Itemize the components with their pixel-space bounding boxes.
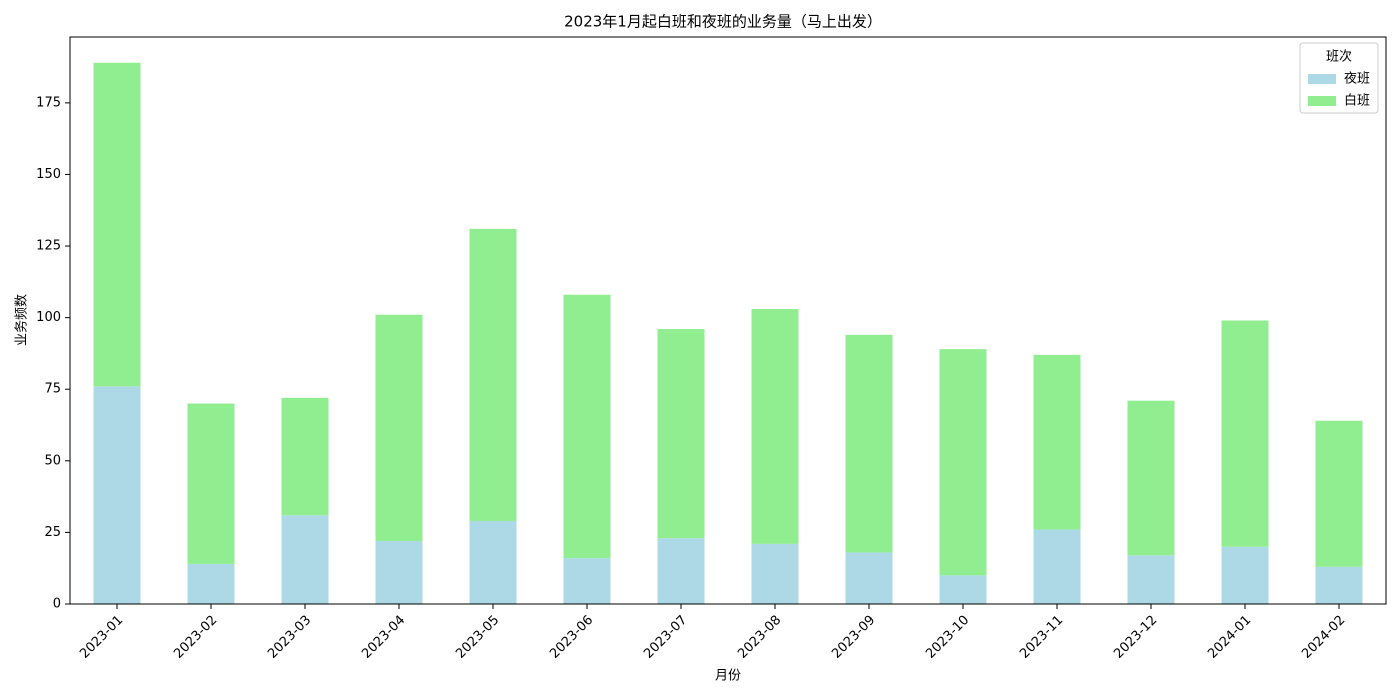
legend-label: 白班 [1344,93,1370,109]
bar-segment [1033,529,1081,604]
bar-segment [281,397,329,516]
bar-segment [751,309,799,544]
y-tick-label: 125 [36,239,61,254]
legend-label: 夜班 [1344,72,1370,87]
y-tick-label: 0 [53,597,61,612]
bar-segment [563,558,611,604]
x-tick-label: 2023-10 [923,613,972,662]
bar-segment [1127,555,1175,604]
bar-segment [1127,400,1175,556]
bar-segment [939,575,987,604]
y-axis-label: 业务频数 [14,294,30,346]
bar-segment [187,563,235,604]
y-tick-label: 175 [36,95,61,110]
x-tick-label: 2023-05 [453,613,502,662]
x-tick-label: 2024-02 [1299,613,1348,662]
bar-segment [1221,320,1269,547]
bar-segment [657,538,705,604]
y-tick-label: 25 [44,525,61,540]
bar-segment [93,386,141,604]
x-tick-label: 2024-01 [1205,613,1254,662]
x-tick-label: 2023-01 [77,613,126,662]
bar-segment [563,294,611,559]
x-tick-label: 2023-06 [547,613,596,662]
x-axis-label: 月份 [715,669,741,684]
bar-segment [375,314,423,541]
x-tick-label: 2023-08 [735,613,784,662]
x-tick-label: 2023-02 [171,613,220,662]
bar-segment [751,543,799,604]
x-tick-label: 2023-03 [265,613,314,662]
x-tick-label: 2023-07 [641,613,690,662]
bar-segment [845,334,893,553]
bar-segment [375,541,423,604]
y-tick-label: 75 [44,382,61,397]
bar-segment [281,515,329,604]
bar-segment [1315,566,1363,604]
plot-frame [69,36,1387,605]
bar-segment [93,62,141,387]
legend-box [1299,42,1379,114]
bar-segment [469,520,517,604]
bar-segment [939,349,987,576]
bar-segment [657,329,705,539]
bar-segment [1033,354,1081,530]
chart-title: 2023年1月起白班和夜班的业务量（马上出发） [564,13,882,31]
x-tick-label: 2023-04 [359,613,408,662]
x-tick-label: 2023-11 [1017,613,1066,662]
y-tick-label: 150 [36,167,61,182]
bar-segment [1315,420,1363,567]
y-tick-label: 50 [44,453,61,468]
x-tick-label: 2023-09 [829,613,878,662]
legend-swatch [1308,96,1336,106]
legend-title: 班次 [1326,49,1352,65]
bar-segment [469,228,517,521]
y-tick-label: 100 [36,310,61,325]
bar-segment [187,403,235,564]
legend-swatch [1308,74,1336,84]
bar-segment [845,552,893,604]
bar-segment [1221,546,1269,604]
x-tick-label: 2023-12 [1111,613,1160,662]
